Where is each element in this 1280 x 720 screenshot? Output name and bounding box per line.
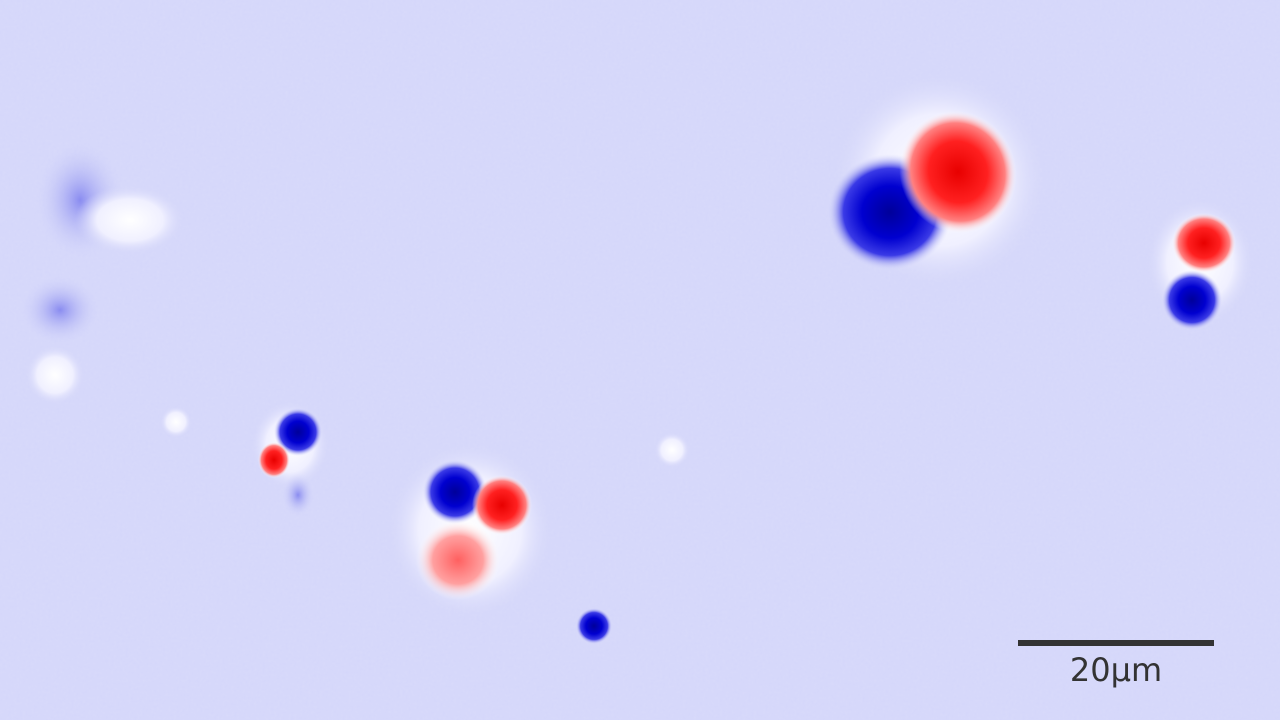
cluster-negative (423, 460, 487, 524)
right-dipole-negative (1162, 270, 1222, 330)
cluster-positive (472, 475, 532, 535)
faint-white-feature (25, 345, 85, 405)
large-dipole-positive (899, 110, 1017, 234)
tiny-blue-spot (576, 608, 612, 644)
faint-white-feature (160, 406, 192, 438)
scale-bar-label: 20µm (1069, 651, 1163, 689)
faint-white-feature (654, 432, 690, 468)
small-dipole-positive (258, 442, 290, 478)
cluster-positive-soft (416, 520, 500, 600)
small-dipole-negative (274, 408, 322, 456)
right-dipole-positive (1172, 213, 1236, 273)
faint-blue-feature (20, 275, 100, 345)
scale-bar-line (1018, 640, 1214, 646)
scale-bar: 20µm (1018, 636, 1214, 696)
small-dipole-tail (282, 473, 314, 517)
faint-white-feature (75, 185, 185, 255)
